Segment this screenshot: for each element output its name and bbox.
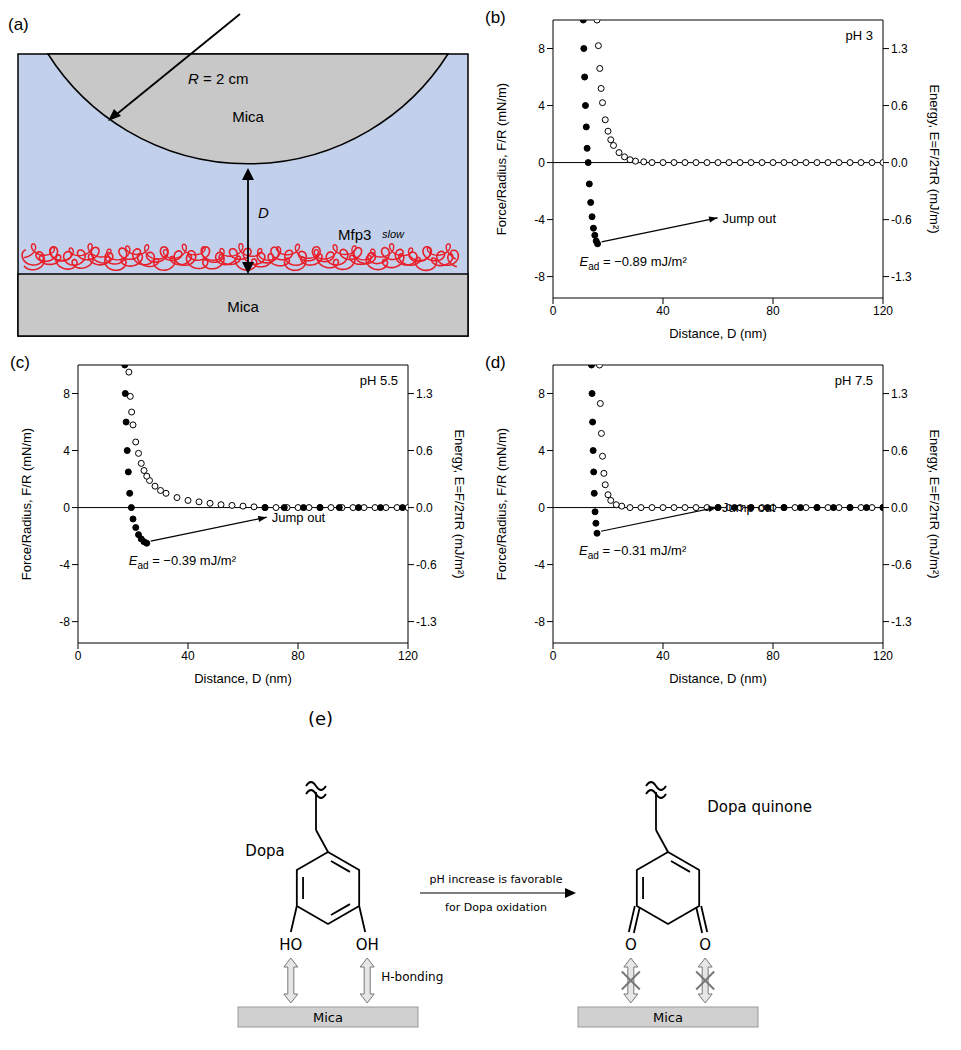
svg-text:-1.3: -1.3 [891, 270, 912, 284]
svg-text:120: 120 [873, 304, 893, 318]
svg-text:Dopa: Dopa [245, 842, 284, 860]
svg-text:Energy, E=F/2πR (mJ/m²): Energy, E=F/2πR (mJ/m²) [927, 429, 942, 578]
svg-text:1.3: 1.3 [891, 387, 908, 401]
svg-text:40: 40 [656, 649, 670, 663]
svg-text:4: 4 [538, 99, 545, 113]
svg-text:0: 0 [538, 156, 545, 170]
svg-text:0.6: 0.6 [891, 99, 908, 113]
svg-text:120: 120 [873, 649, 893, 663]
svg-text:Ead = −0.31 mJ/m²: Ead = −0.31 mJ/m² [579, 543, 687, 561]
svg-text:-4: -4 [59, 558, 70, 572]
svg-text:0: 0 [550, 649, 557, 663]
svg-text:Energy, E=F/2πR (mJ/m²): Energy, E=F/2πR (mJ/m²) [452, 429, 467, 578]
svg-text:for Dopa oxidation: for Dopa oxidation [445, 901, 547, 914]
svg-text:-0.6: -0.6 [891, 213, 912, 227]
svg-text:8: 8 [63, 387, 70, 401]
svg-text:pH increase is favorable: pH increase is favorable [430, 873, 563, 886]
svg-text:80: 80 [766, 649, 780, 663]
svg-text:-4: -4 [534, 213, 545, 227]
svg-text:4: 4 [63, 444, 70, 458]
svg-text:0.6: 0.6 [891, 444, 908, 458]
svg-text:OH: OH [356, 936, 379, 954]
svg-text:-4: -4 [534, 558, 545, 572]
svg-text:-1.3: -1.3 [891, 615, 912, 629]
svg-text:O: O [699, 936, 711, 954]
svg-text:0.6: 0.6 [416, 444, 433, 458]
svg-text:Mica: Mica [232, 108, 264, 125]
svg-text:0.0: 0.0 [891, 156, 908, 170]
svg-text:HO: HO [279, 936, 302, 954]
html-text:(d): (d) [485, 353, 506, 372]
svg-text:4: 4 [538, 444, 545, 458]
svg-text:Distance, D (nm): Distance, D (nm) [194, 671, 292, 686]
svg-text:80: 80 [766, 304, 780, 318]
svg-text:-0.6: -0.6 [416, 558, 437, 572]
svg-text:Distance, D (nm): Distance, D (nm) [669, 326, 767, 341]
svg-text:-8: -8 [534, 615, 545, 629]
svg-text:Mica: Mica [313, 1010, 343, 1025]
html-text:(b): (b) [485, 8, 506, 27]
svg-text:slow: slow [382, 228, 405, 240]
svg-text:Force/Radius, F/R (mN/m): Force/Radius, F/R (mN/m) [494, 428, 509, 580]
svg-text:Energy, E=F/2πR (mJ/m²): Energy, E=F/2πR (mJ/m²) [927, 84, 942, 233]
svg-text:0.0: 0.0 [891, 501, 908, 515]
svg-text:40: 40 [656, 304, 670, 318]
svg-text:-8: -8 [534, 270, 545, 284]
svg-text:Jump out: Jump out [722, 500, 776, 515]
svg-text:Force/Radius, F/R (mN/m): Force/Radius, F/R (mN/m) [19, 428, 34, 580]
html-text:pH 5.5: pH 5.5 [359, 373, 398, 388]
svg-text:1.3: 1.3 [416, 387, 433, 401]
svg-text:Mica: Mica [653, 1010, 683, 1025]
svg-text:0: 0 [538, 501, 545, 515]
svg-text:0: 0 [75, 649, 82, 663]
svg-text:0.0: 0.0 [416, 501, 433, 515]
svg-text:R = 2 cm: R = 2 cm [188, 70, 248, 87]
svg-text:Force/Radius, F/R (mN/m): Force/Radius, F/R (mN/m) [494, 83, 509, 235]
svg-text:H-bonding: H-bonding [381, 970, 443, 984]
svg-text:(a): (a) [8, 15, 29, 34]
svg-text:0: 0 [550, 304, 557, 318]
svg-text:D: D [258, 204, 269, 221]
svg-text:120: 120 [398, 649, 418, 663]
svg-text:Jump out: Jump out [723, 211, 777, 226]
svg-text:-8: -8 [59, 615, 70, 629]
svg-text:(e): (e) [308, 708, 333, 729]
svg-text:1.3: 1.3 [891, 42, 908, 56]
svg-text:-1.3: -1.3 [416, 615, 437, 629]
html-text:pH 7.5: pH 7.5 [834, 373, 873, 388]
svg-text:Distance, D (nm): Distance, D (nm) [669, 671, 767, 686]
svg-text:0: 0 [63, 501, 70, 515]
html-text:pH 3: pH 3 [845, 28, 873, 43]
svg-text:Ead = −0.39 mJ/m²: Ead = −0.39 mJ/m² [129, 553, 237, 571]
svg-text:O: O [625, 936, 637, 954]
svg-text:40: 40 [181, 649, 195, 663]
svg-text:80: 80 [291, 649, 305, 663]
svg-text:Dopa quinone: Dopa quinone [707, 798, 812, 816]
svg-text:Ead = −0.89 mJ/m²: Ead = −0.89 mJ/m² [580, 254, 688, 272]
svg-text:8: 8 [538, 42, 545, 56]
svg-text:Jump out: Jump out [272, 510, 326, 525]
svg-text:8: 8 [538, 387, 545, 401]
html-text:(c): (c) [10, 353, 30, 372]
svg-text:-0.6: -0.6 [891, 558, 912, 572]
svg-text:Mica: Mica [227, 298, 259, 315]
svg-text:Mfp3: Mfp3 [338, 226, 371, 243]
